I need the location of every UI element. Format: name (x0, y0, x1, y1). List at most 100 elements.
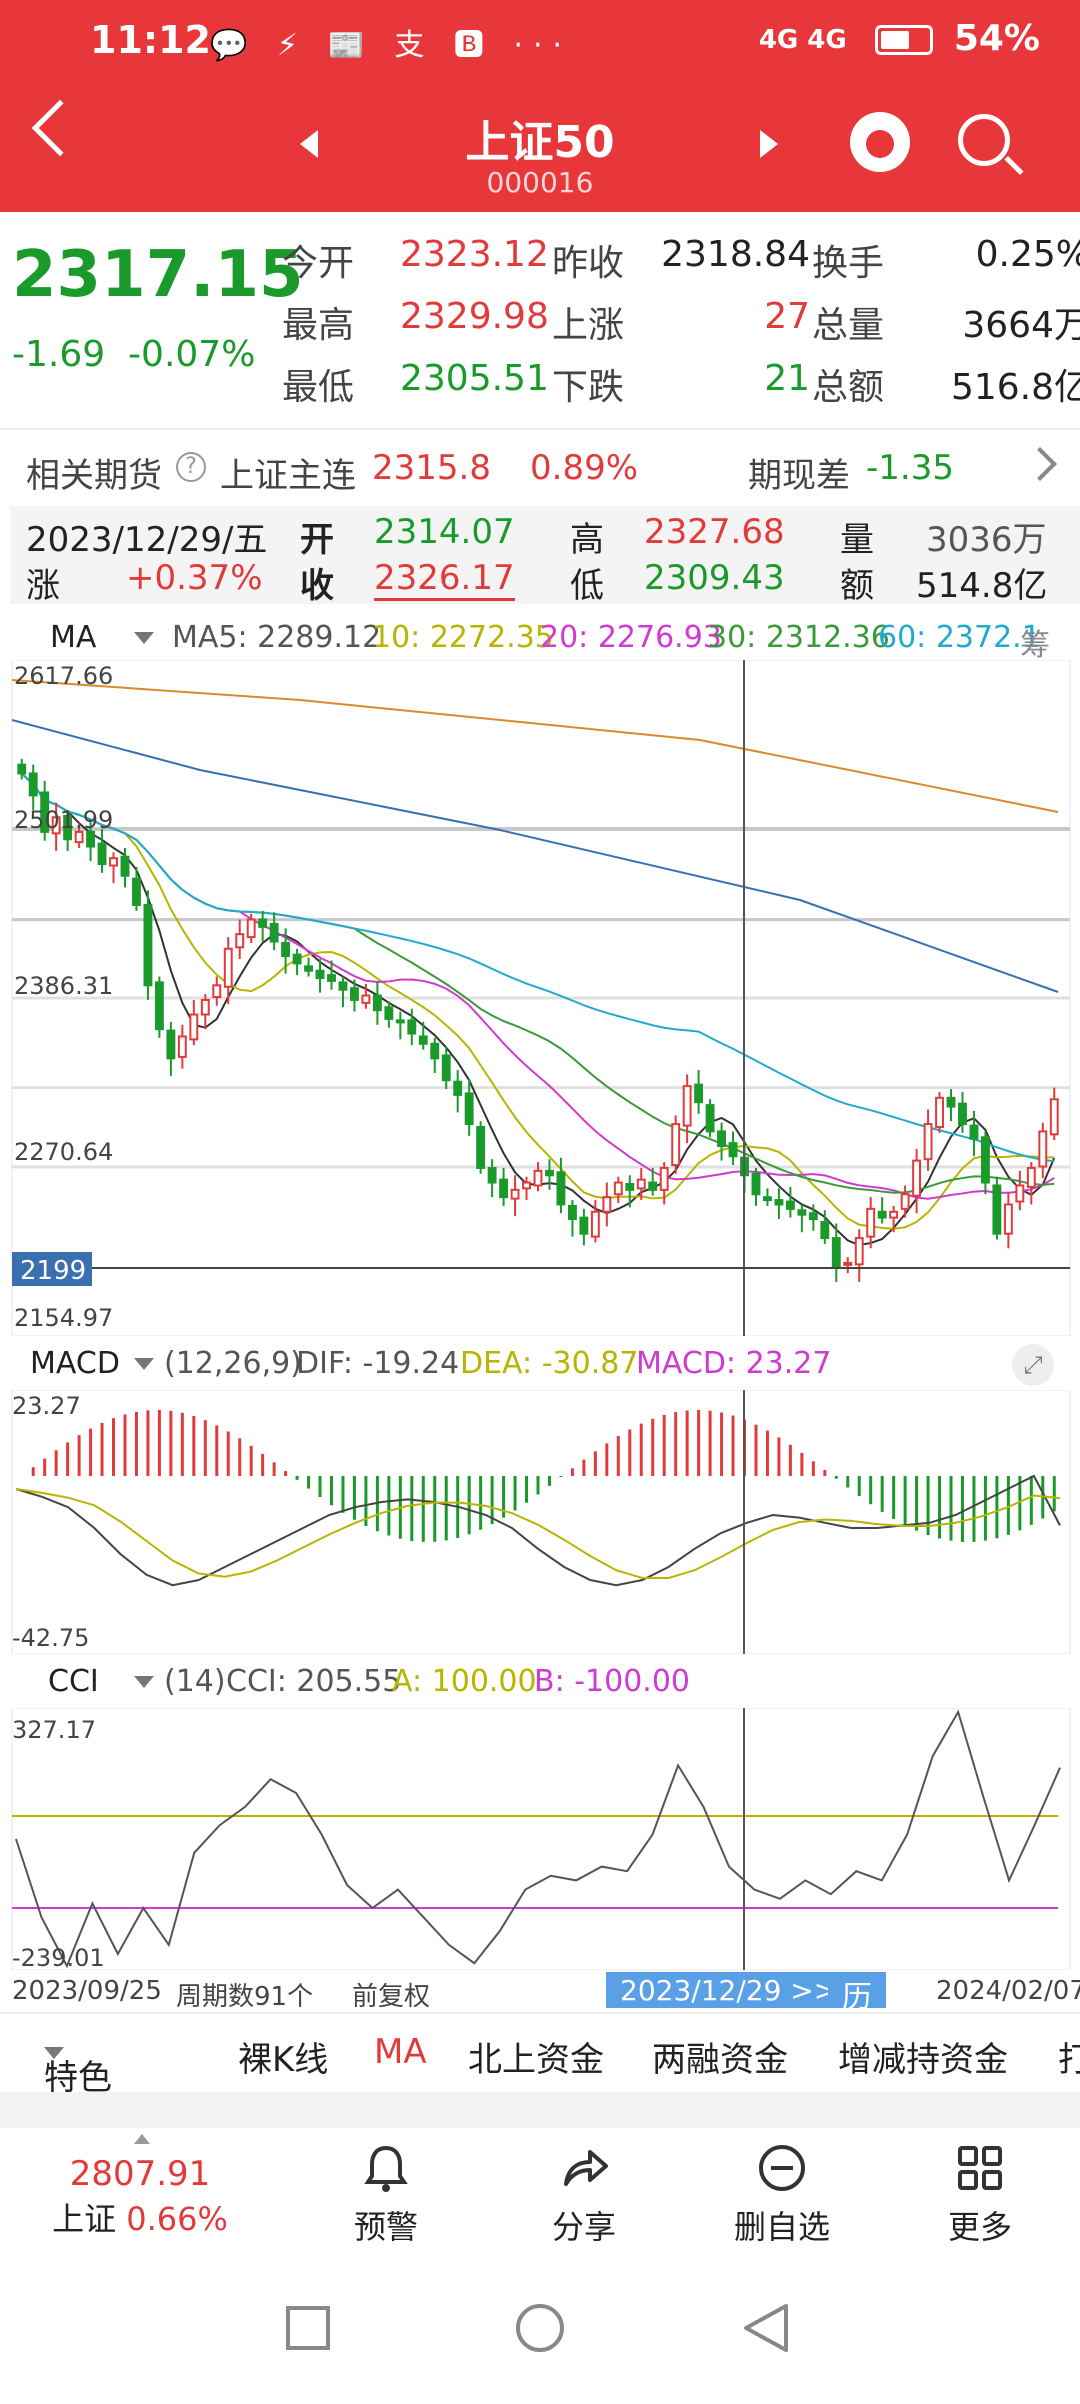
quote-label: 总额 (812, 367, 885, 408)
help-icon[interactable]: ? (176, 452, 206, 482)
ma60-line (21, 772, 1055, 1163)
candle (946, 1089, 956, 1122)
candle (510, 1175, 520, 1217)
adjustment-mode[interactable]: 前复权 (352, 1982, 431, 2012)
index-ticker[interactable]: 2807.91 上证 0.66% (30, 2154, 250, 2240)
prev-stock-icon[interactable] (300, 130, 318, 158)
assistant-icon[interactable] (850, 112, 910, 172)
quote-value: 21 (764, 358, 810, 399)
candle (877, 1197, 887, 1224)
basis-label: 期现差 (748, 456, 850, 496)
candle (556, 1157, 566, 1214)
index-pct: 0.66% (126, 2200, 228, 2238)
more-button[interactable]: 更多 (900, 2142, 1060, 2248)
candle (223, 937, 233, 1005)
ma10-value: 10: 2272.35 (372, 620, 554, 655)
candle (327, 960, 336, 990)
futures-price: 2315.8 (372, 448, 491, 488)
page-title: 上证50 (465, 117, 615, 168)
ma-label: MA (50, 620, 97, 655)
day-info-panel: 2023/12/29/五 开 2314.07 高 2327.68 量 3036万… (10, 506, 1080, 606)
search-icon[interactable] (958, 114, 1024, 176)
cci-dropdown-icon[interactable] (134, 1676, 154, 1688)
tab-naked-k[interactable]: 裸K线 (238, 2040, 329, 2080)
y-axis-top: 2617.66 (14, 662, 113, 690)
quote-label: 上涨 (552, 305, 625, 346)
tab-more[interactable]: 打 (1058, 2040, 1080, 2080)
candle (980, 1131, 990, 1195)
candle (120, 847, 130, 888)
candle (820, 1210, 830, 1244)
macd-chart[interactable]: 23.27 -42.75 (0, 1390, 1080, 1654)
macd-dif: DIF: -19.24 (296, 1346, 460, 1381)
kline-chart[interactable]: 2617.66 2501.99 2386.31 2270.64 2154.97 … (0, 660, 1080, 1336)
quote-label: 昨收 (552, 243, 625, 284)
cci-b: B: -100.00 (534, 1664, 691, 1699)
back-nav-icon[interactable] (744, 2304, 788, 2352)
notification-icons: 💬 ⚡ 📰 支 🅱 ··· (210, 28, 573, 63)
period-count: 周期数91个 (176, 1982, 314, 2012)
candle (797, 1204, 807, 1233)
candle (281, 928, 291, 974)
candle (694, 1070, 704, 1114)
last-price: 2317.15 (12, 238, 304, 312)
remove-watchlist-button[interactable]: 删自选 (702, 2142, 862, 2248)
tab-holdings-change[interactable]: 增减持资金 (838, 2040, 1008, 2080)
cci-line (15, 1709, 1061, 1969)
cci-a: A: 100.00 (392, 1664, 537, 1699)
status-bar: 11:12 💬 ⚡ 📰 支 🅱 ··· 4G 4G 54% (0, 0, 1080, 80)
quote-value: 2318.84 (661, 234, 810, 275)
tab-northbound[interactable]: 北上资金 (468, 2040, 604, 2080)
ma-dropdown-icon[interactable] (134, 632, 154, 644)
app-header: 11:12 💬 ⚡ 📰 支 🅱 ··· 4G 4G 54% 上证50 00001… (0, 0, 1080, 212)
candle (854, 1229, 864, 1282)
expand-icon[interactable]: ⤢ (1012, 1344, 1054, 1386)
index-value: 2807.91 (69, 2154, 211, 2194)
price-change: -1.69 -0.07% (12, 334, 256, 375)
chevron-right-icon[interactable] (1023, 447, 1057, 481)
macd-ymin: -42.75 (12, 1624, 89, 1652)
signal-icon: 4G 4G (758, 25, 847, 55)
candle (349, 979, 359, 1012)
cci-ymin: -239.01 (12, 1944, 105, 1970)
macd-ymax: 23.27 (12, 1392, 81, 1420)
candle (361, 983, 371, 1009)
tab-feature[interactable]: 特色 (44, 2032, 112, 2098)
battery-icon (875, 25, 934, 55)
candle (338, 976, 348, 1008)
calendar-button[interactable]: 历 (828, 1972, 886, 2015)
quote-label: 总量 (812, 305, 885, 346)
candle (430, 1037, 440, 1073)
candle (166, 1021, 176, 1076)
candle (992, 1176, 1002, 1240)
divider (0, 2092, 1080, 2128)
related-futures-row[interactable]: 相关期货 ? 上证主连 2315.8 0.89% 期现差 -1.35 (0, 428, 1080, 506)
chips-toggle[interactable]: 筹 (1020, 628, 1050, 663)
candle (671, 1115, 681, 1174)
cursor-date[interactable]: 2023/12/29 >> (606, 1972, 852, 2008)
tab-margin[interactable]: 两融资金 (652, 2040, 788, 2080)
ma20-value: 20: 2276.93 (540, 620, 722, 655)
candle (17, 758, 27, 780)
share-button[interactable]: 分享 (504, 2142, 664, 2248)
tab-ma[interactable]: MA (374, 2032, 427, 2072)
recents-icon[interactable] (286, 2306, 330, 2350)
day-vol: 3036万 (926, 520, 1047, 560)
candle (889, 1205, 899, 1233)
y-axis-4: 2270.64 (14, 1138, 113, 1166)
alert-button[interactable]: 预警 (306, 2142, 466, 2248)
candle (315, 959, 325, 993)
candle (774, 1188, 784, 1220)
day-amt: 514.8亿 (916, 566, 1048, 606)
quote-value: 0.25% (975, 234, 1080, 275)
cci-chart[interactable]: 327.17 -239.01 (0, 1708, 1080, 1970)
candle (866, 1197, 876, 1249)
x-axis: 2023/09/25 周期数91个 前复权 2023/12/29 >> 历 20… (0, 1972, 1080, 2015)
candle (602, 1182, 612, 1227)
quote-value: 3664万 (962, 305, 1080, 346)
macd-dropdown-icon[interactable] (134, 1358, 154, 1370)
y-axis-2: 2501.99 (14, 806, 113, 834)
home-icon[interactable] (516, 2304, 564, 2352)
candle (246, 913, 256, 943)
next-stock-icon[interactable] (760, 130, 778, 158)
